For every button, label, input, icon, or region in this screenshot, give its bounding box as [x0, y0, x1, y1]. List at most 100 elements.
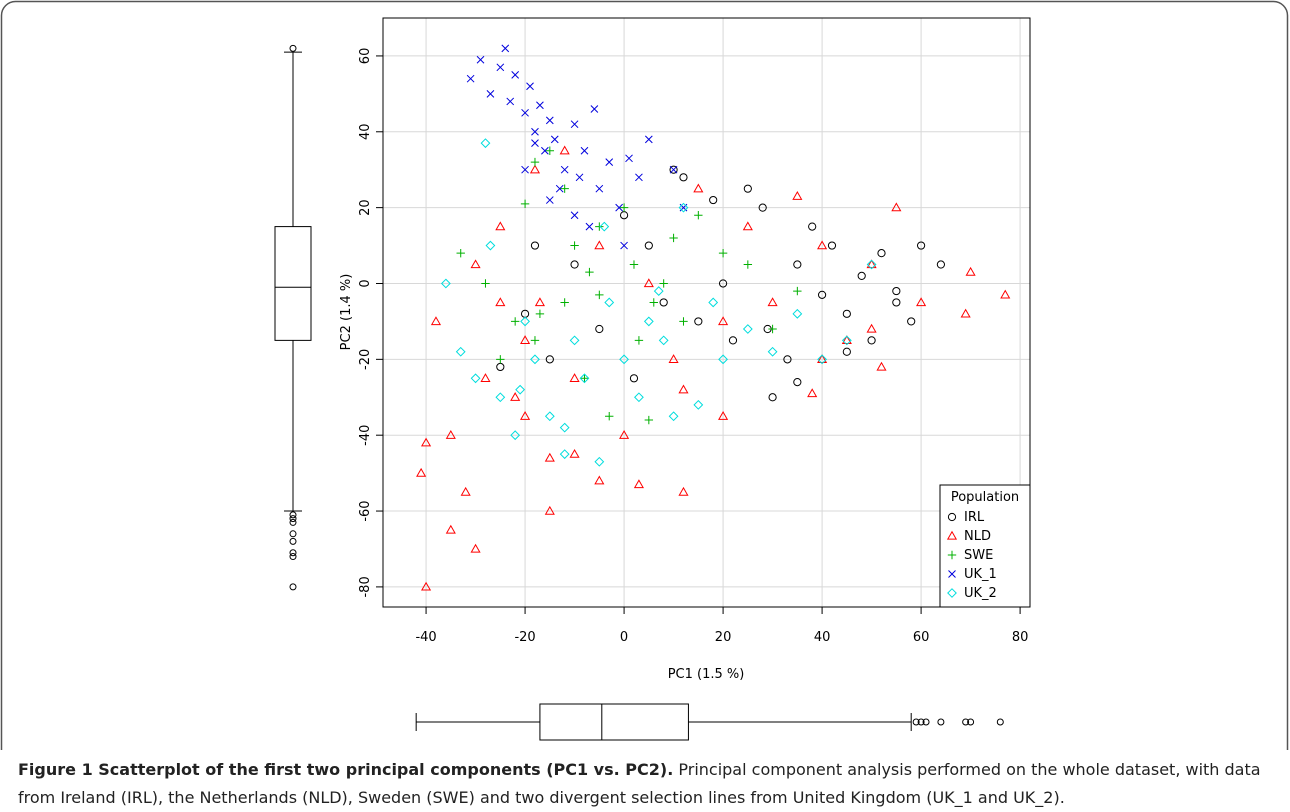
point [767, 297, 778, 307]
point [817, 354, 828, 363]
point [496, 63, 505, 72]
x-axis-label: PC1 (1.5 %) [668, 667, 745, 682]
point [842, 347, 851, 356]
x-tick-label: -20 [514, 630, 535, 645]
point [470, 543, 481, 553]
box [274, 226, 312, 341]
point [466, 74, 475, 83]
point [445, 429, 456, 439]
point [595, 324, 604, 334]
outlier [289, 518, 297, 526]
point [877, 249, 886, 258]
point [520, 199, 530, 209]
series [496, 165, 945, 402]
point [644, 135, 653, 144]
point [669, 165, 678, 174]
point [460, 486, 471, 496]
point [866, 323, 877, 333]
point [742, 324, 753, 334]
point [559, 422, 570, 433]
point [545, 116, 554, 125]
point [629, 260, 639, 269]
legend-marker [947, 588, 957, 598]
point [742, 221, 753, 231]
point [579, 373, 590, 384]
point [668, 411, 679, 422]
series [456, 146, 802, 425]
point [531, 139, 539, 148]
point [694, 317, 703, 326]
legend-label: UK_1 [964, 567, 997, 582]
point [530, 354, 540, 365]
plot-frame [382, 17, 1031, 608]
point [718, 316, 729, 326]
point [544, 411, 555, 422]
point [658, 335, 669, 346]
point [792, 308, 803, 319]
outlier [996, 718, 1004, 726]
outlier [912, 718, 920, 726]
x-tick-label: -40 [415, 630, 436, 645]
point [530, 336, 540, 345]
point [916, 297, 927, 307]
outlier [289, 515, 297, 523]
point [620, 241, 628, 250]
point [559, 145, 570, 155]
point [545, 355, 554, 364]
point [604, 297, 615, 308]
point [907, 317, 916, 326]
outlier [289, 537, 297, 545]
point [569, 448, 580, 458]
point [669, 233, 678, 243]
point [481, 279, 490, 288]
point [841, 335, 852, 346]
point [486, 89, 495, 98]
point [541, 146, 549, 155]
point [570, 241, 579, 250]
point [594, 456, 605, 467]
point [440, 278, 451, 289]
point [595, 290, 604, 300]
y-tick-label: -40 [358, 425, 373, 446]
point [965, 266, 976, 276]
point [619, 429, 630, 439]
point [633, 479, 644, 489]
point [668, 354, 679, 363]
point [866, 259, 877, 270]
point [867, 336, 876, 345]
legend-marker [946, 530, 958, 540]
legend-label: SWE [964, 548, 993, 563]
outlier [289, 44, 297, 52]
point [605, 158, 614, 166]
series [466, 44, 688, 250]
point [783, 355, 792, 364]
point [560, 298, 569, 307]
point [866, 259, 877, 269]
legend-box [939, 484, 1031, 608]
point [817, 354, 827, 365]
point [520, 316, 530, 327]
point [495, 221, 506, 231]
point [644, 241, 653, 250]
point [416, 467, 427, 477]
point [570, 120, 579, 129]
point [678, 202, 689, 213]
x-tick-label: 40 [814, 630, 831, 645]
point [559, 449, 570, 460]
point [515, 384, 526, 395]
point [718, 411, 729, 420]
x-tick-label: 60 [913, 630, 930, 645]
point [510, 430, 521, 441]
point [634, 336, 644, 345]
point [649, 298, 658, 307]
y-tick-label: 0 [358, 279, 373, 287]
point [555, 184, 564, 193]
point [679, 173, 688, 182]
point [495, 392, 506, 403]
x-tick-label: 80 [1012, 630, 1029, 645]
point [635, 173, 643, 182]
point [793, 260, 802, 269]
point [569, 335, 580, 346]
